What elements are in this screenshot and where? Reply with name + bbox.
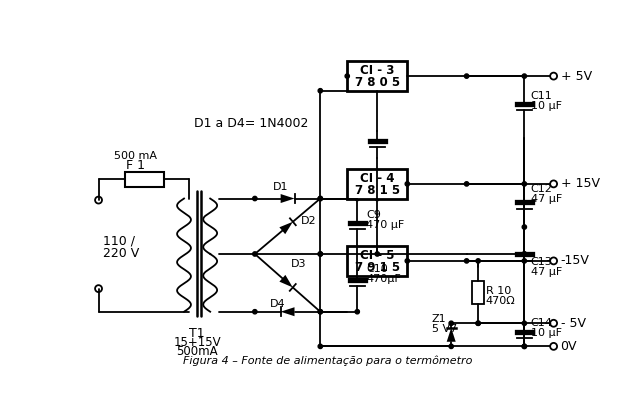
Text: F 1: F 1 bbox=[126, 159, 145, 172]
Text: 47 μF: 47 μF bbox=[531, 267, 562, 277]
Text: C14: C14 bbox=[531, 318, 552, 328]
Circle shape bbox=[476, 259, 480, 263]
Text: -15V: -15V bbox=[561, 255, 589, 267]
Circle shape bbox=[318, 196, 323, 201]
Text: C9: C9 bbox=[367, 210, 381, 220]
Circle shape bbox=[375, 196, 380, 201]
Circle shape bbox=[318, 196, 323, 201]
FancyBboxPatch shape bbox=[348, 62, 407, 91]
Circle shape bbox=[405, 182, 410, 186]
Text: 0V: 0V bbox=[561, 340, 577, 353]
Circle shape bbox=[550, 181, 557, 187]
Polygon shape bbox=[447, 328, 456, 342]
Circle shape bbox=[253, 310, 257, 314]
Polygon shape bbox=[281, 194, 294, 203]
FancyBboxPatch shape bbox=[348, 246, 407, 275]
Text: 470μF: 470μF bbox=[367, 275, 401, 285]
Text: C12: C12 bbox=[531, 183, 552, 193]
Text: - 5V: - 5V bbox=[561, 317, 586, 330]
Circle shape bbox=[405, 259, 410, 263]
Circle shape bbox=[550, 343, 557, 350]
Circle shape bbox=[522, 259, 527, 263]
Text: D1 a D4= 1N4002: D1 a D4= 1N4002 bbox=[194, 116, 308, 129]
Circle shape bbox=[253, 252, 257, 256]
Circle shape bbox=[95, 285, 102, 292]
Circle shape bbox=[375, 252, 380, 256]
Circle shape bbox=[476, 321, 480, 325]
Circle shape bbox=[465, 74, 468, 78]
Circle shape bbox=[522, 344, 527, 349]
Circle shape bbox=[476, 321, 480, 325]
Text: R 10: R 10 bbox=[486, 286, 511, 296]
Text: 500 mA: 500 mA bbox=[114, 151, 157, 161]
Text: + 5V: + 5V bbox=[561, 69, 591, 83]
Text: 10 μF: 10 μF bbox=[531, 101, 561, 111]
Text: T1: T1 bbox=[189, 327, 205, 340]
Text: CI - 5: CI - 5 bbox=[360, 249, 394, 262]
Circle shape bbox=[253, 196, 257, 201]
Polygon shape bbox=[281, 307, 294, 316]
FancyBboxPatch shape bbox=[472, 280, 484, 304]
Circle shape bbox=[465, 259, 468, 263]
Text: Z1: Z1 bbox=[432, 314, 447, 324]
Text: CI - 4: CI - 4 bbox=[360, 172, 394, 185]
Circle shape bbox=[355, 252, 360, 256]
Circle shape bbox=[465, 182, 468, 186]
Text: 7 8 1 5: 7 8 1 5 bbox=[355, 183, 400, 197]
Circle shape bbox=[449, 344, 453, 349]
Text: CI - 3: CI - 3 bbox=[360, 64, 394, 77]
Circle shape bbox=[522, 74, 527, 78]
Circle shape bbox=[355, 196, 360, 201]
Text: 110 /: 110 / bbox=[103, 234, 135, 248]
Circle shape bbox=[95, 197, 102, 203]
Circle shape bbox=[318, 310, 323, 314]
Text: 470Ω: 470Ω bbox=[486, 296, 516, 306]
Circle shape bbox=[522, 182, 527, 186]
Text: 10 μF: 10 μF bbox=[531, 328, 561, 338]
Text: D4: D4 bbox=[270, 299, 286, 309]
Circle shape bbox=[355, 310, 360, 314]
Circle shape bbox=[318, 252, 323, 256]
Polygon shape bbox=[280, 222, 293, 234]
Circle shape bbox=[522, 225, 527, 229]
Text: 7 9 1 5: 7 9 1 5 bbox=[355, 260, 400, 274]
Text: 5 V7: 5 V7 bbox=[432, 324, 457, 334]
Circle shape bbox=[550, 73, 557, 79]
Circle shape bbox=[318, 310, 323, 314]
Text: D1: D1 bbox=[273, 182, 288, 192]
Circle shape bbox=[345, 74, 349, 78]
Circle shape bbox=[449, 321, 453, 325]
Circle shape bbox=[318, 344, 323, 349]
Text: 15+15V: 15+15V bbox=[173, 336, 221, 349]
Text: 47 μF: 47 μF bbox=[531, 193, 562, 203]
Text: C13: C13 bbox=[531, 257, 552, 267]
Circle shape bbox=[318, 89, 323, 93]
Text: 470 μF: 470 μF bbox=[367, 220, 404, 230]
Circle shape bbox=[318, 252, 323, 256]
Circle shape bbox=[550, 320, 557, 327]
Text: 220 V: 220 V bbox=[103, 248, 140, 260]
Text: + 15V: + 15V bbox=[561, 177, 600, 191]
Circle shape bbox=[375, 252, 380, 256]
Circle shape bbox=[522, 252, 527, 256]
Text: C11: C11 bbox=[531, 91, 552, 101]
Circle shape bbox=[550, 258, 557, 264]
FancyBboxPatch shape bbox=[125, 171, 164, 187]
Text: 500mA: 500mA bbox=[176, 345, 218, 358]
FancyBboxPatch shape bbox=[348, 169, 407, 198]
Text: D2: D2 bbox=[301, 216, 317, 226]
Text: C10: C10 bbox=[367, 265, 388, 275]
Text: 7 8 0 5: 7 8 0 5 bbox=[355, 76, 400, 89]
Circle shape bbox=[522, 252, 527, 256]
Circle shape bbox=[522, 321, 527, 325]
Text: Figura 4 – Fonte de alimentação para o termômetro: Figura 4 – Fonte de alimentação para o t… bbox=[183, 355, 473, 366]
Text: D3: D3 bbox=[291, 259, 307, 269]
Polygon shape bbox=[280, 275, 292, 287]
Circle shape bbox=[522, 344, 527, 349]
